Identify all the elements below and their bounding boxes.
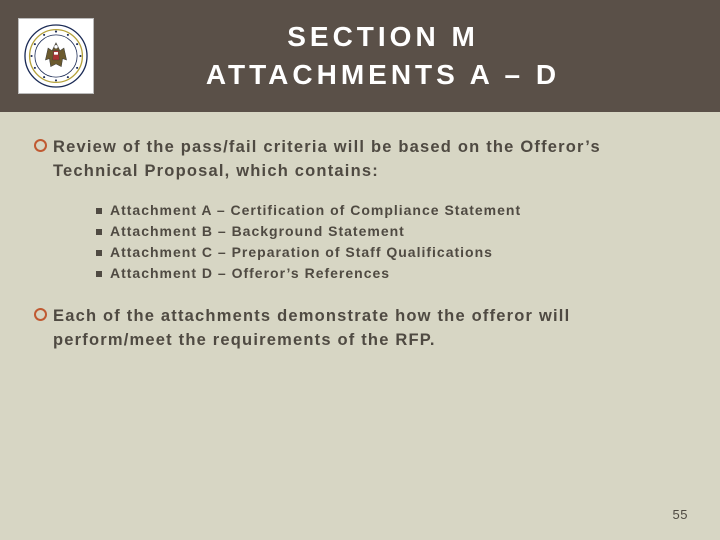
title-line-1: SECTION M — [287, 21, 479, 52]
seal-logo — [18, 18, 94, 94]
seal-icon — [23, 23, 89, 89]
square-bullet-icon — [96, 229, 102, 235]
main-bullet: Review of the pass/fail criteria will be… — [34, 136, 686, 184]
page-number: 55 — [673, 507, 688, 522]
slide: SECTION M ATTACHMENTS A – D Review of th… — [0, 0, 720, 540]
main-bullet-text: Each of the attachments demonstrate how … — [53, 305, 686, 353]
sub-bullet-item: Attachment D – Offeror’s References — [96, 265, 686, 281]
sub-bullet-item: Attachment C – Preparation of Staff Qual… — [96, 244, 686, 260]
title-container: SECTION M ATTACHMENTS A – D — [94, 18, 702, 94]
sub-bullet-text: Attachment A – Certification of Complian… — [110, 202, 521, 218]
title-line-2: ATTACHMENTS A – D — [206, 59, 560, 90]
sub-bullet-text: Attachment D – Offeror’s References — [110, 265, 390, 281]
slide-content: Review of the pass/fail criteria will be… — [0, 112, 720, 353]
ring-bullet-icon — [34, 308, 47, 321]
main-bullet-text: Review of the pass/fail criteria will be… — [53, 136, 686, 184]
slide-header: SECTION M ATTACHMENTS A – D — [0, 0, 720, 112]
square-bullet-icon — [96, 271, 102, 277]
sub-bullet-item: Attachment B – Background Statement — [96, 223, 686, 239]
ring-bullet-icon — [34, 139, 47, 152]
square-bullet-icon — [96, 208, 102, 214]
sub-bullet-text: Attachment C – Preparation of Staff Qual… — [110, 244, 493, 260]
sub-bullet-list: Attachment A – Certification of Complian… — [96, 202, 686, 281]
sub-bullet-item: Attachment A – Certification of Complian… — [96, 202, 686, 218]
sub-bullet-text: Attachment B – Background Statement — [110, 223, 405, 239]
square-bullet-icon — [96, 250, 102, 256]
main-bullet: Each of the attachments demonstrate how … — [34, 305, 686, 353]
slide-title: SECTION M ATTACHMENTS A – D — [94, 18, 672, 94]
